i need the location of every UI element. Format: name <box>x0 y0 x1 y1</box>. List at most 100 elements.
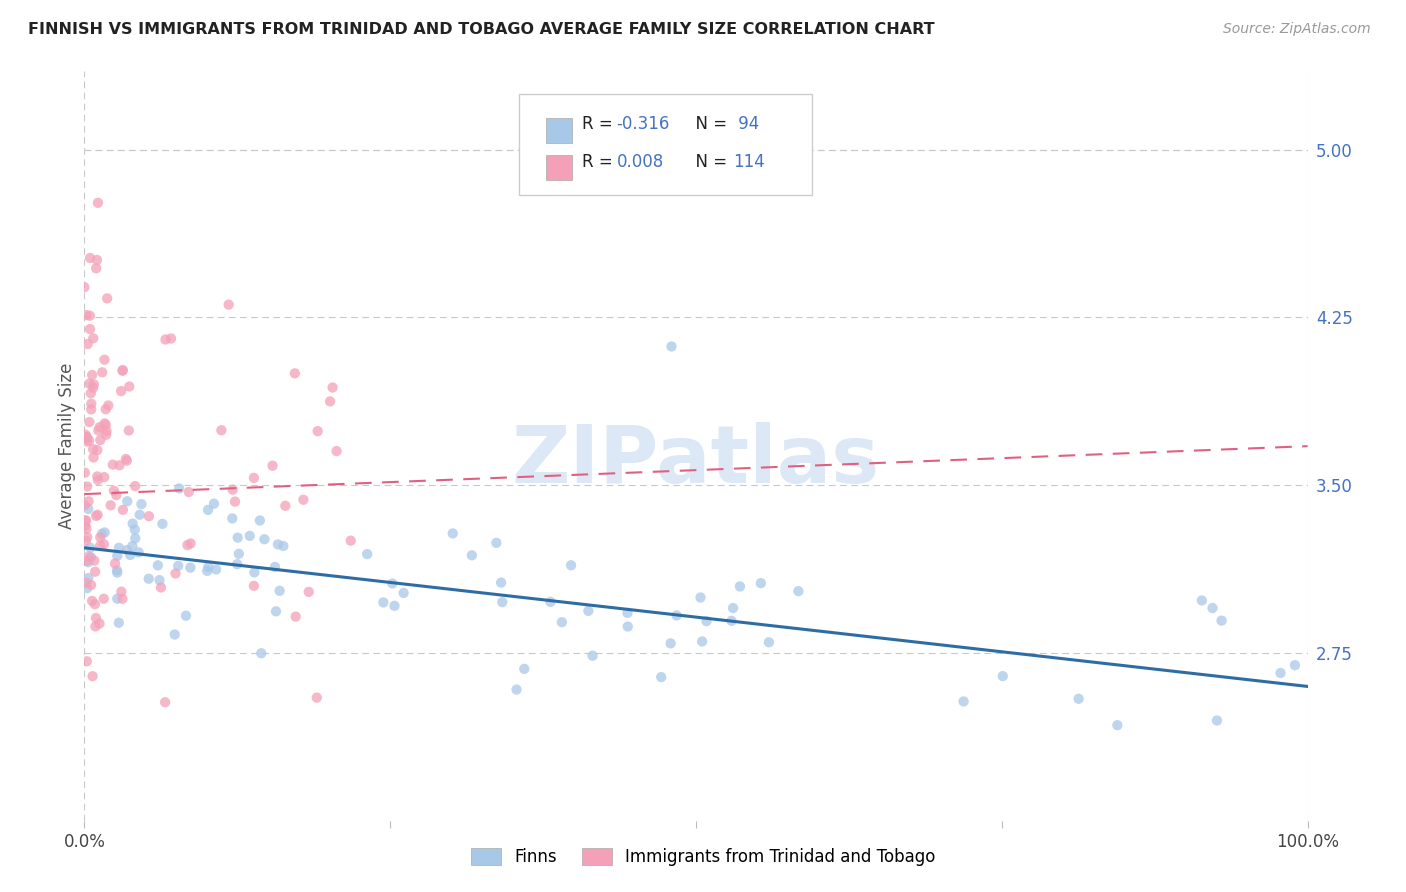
Point <box>96 427 118 442</box>
Point <box>76 431 98 445</box>
Point <box>94 402 117 417</box>
Point <box>128 508 150 522</box>
Point <box>84 565 107 579</box>
Point <box>441 526 464 541</box>
Point <box>75 575 97 590</box>
Point <box>202 497 225 511</box>
Point <box>319 394 342 409</box>
Point <box>1211 614 1233 628</box>
Point <box>83 377 105 392</box>
Point <box>146 558 169 573</box>
Point <box>292 492 315 507</box>
Point <box>138 509 160 524</box>
Point <box>264 604 287 618</box>
Point <box>209 423 232 437</box>
Text: 114: 114 <box>733 153 765 170</box>
Point <box>305 690 328 705</box>
Point <box>86 443 108 458</box>
Point <box>105 549 128 563</box>
Point <box>1270 665 1292 680</box>
Text: Source: ZipAtlas.com: Source: ZipAtlas.com <box>1223 22 1371 37</box>
Point <box>87 424 110 438</box>
Point <box>163 627 186 641</box>
Point <box>77 571 100 585</box>
Point <box>89 539 111 553</box>
Point <box>307 424 329 438</box>
Point <box>356 547 378 561</box>
Text: R =: R = <box>582 153 619 170</box>
Point <box>101 458 124 472</box>
Point <box>267 537 290 551</box>
Point <box>269 583 291 598</box>
Point <box>165 566 187 581</box>
Point <box>226 531 249 545</box>
Point <box>105 566 128 580</box>
Point <box>89 530 111 544</box>
Point <box>110 584 132 599</box>
Point <box>94 417 117 432</box>
Point <box>243 579 266 593</box>
FancyBboxPatch shape <box>546 155 572 180</box>
Point <box>80 402 103 417</box>
Point <box>1284 658 1306 673</box>
Point <box>111 503 134 517</box>
Text: 94: 94 <box>733 115 759 133</box>
Point <box>83 597 105 611</box>
Point <box>104 557 127 571</box>
Point <box>76 654 98 668</box>
Point <box>176 538 198 552</box>
Point <box>160 332 183 346</box>
Point <box>322 380 344 394</box>
Point <box>79 322 101 336</box>
Point <box>77 494 100 508</box>
Point <box>93 525 115 540</box>
Point <box>195 564 218 578</box>
Point <box>167 482 190 496</box>
Point <box>96 424 118 438</box>
Point <box>80 578 103 592</box>
Point <box>284 609 307 624</box>
Point <box>118 379 141 393</box>
Point <box>239 529 262 543</box>
Point <box>75 522 97 536</box>
Point <box>1206 714 1229 728</box>
Point <box>76 554 98 568</box>
Point <box>86 508 108 522</box>
Point <box>131 497 153 511</box>
Point <box>695 614 717 628</box>
Legend: Finns, Immigrants from Trinidad and Tobago: Finns, Immigrants from Trinidad and Toba… <box>463 840 943 875</box>
Point <box>84 261 107 276</box>
Point <box>79 415 101 429</box>
Point <box>690 634 713 648</box>
Point <box>77 555 100 569</box>
Point <box>93 470 115 484</box>
Point <box>787 584 810 599</box>
Point <box>115 494 138 508</box>
Point <box>80 386 103 401</box>
Point <box>111 363 134 377</box>
Point <box>89 433 111 447</box>
Point <box>689 591 711 605</box>
Point <box>721 601 744 615</box>
Point <box>253 533 276 547</box>
Point <box>86 469 108 483</box>
Point <box>84 508 107 523</box>
Point <box>155 333 177 347</box>
Point <box>82 381 104 395</box>
Point <box>75 533 97 548</box>
Y-axis label: Average Family Size: Average Family Size <box>58 363 76 529</box>
Point <box>105 563 128 577</box>
Point <box>75 308 97 322</box>
Point <box>82 368 104 382</box>
Point <box>661 339 683 353</box>
Point <box>197 560 219 574</box>
Point <box>226 557 249 571</box>
Point <box>560 558 582 573</box>
Point <box>83 450 105 465</box>
Point <box>461 549 484 563</box>
Point <box>284 367 307 381</box>
Point <box>84 619 107 633</box>
Point <box>124 523 146 537</box>
Point <box>616 606 638 620</box>
Point <box>108 458 131 473</box>
